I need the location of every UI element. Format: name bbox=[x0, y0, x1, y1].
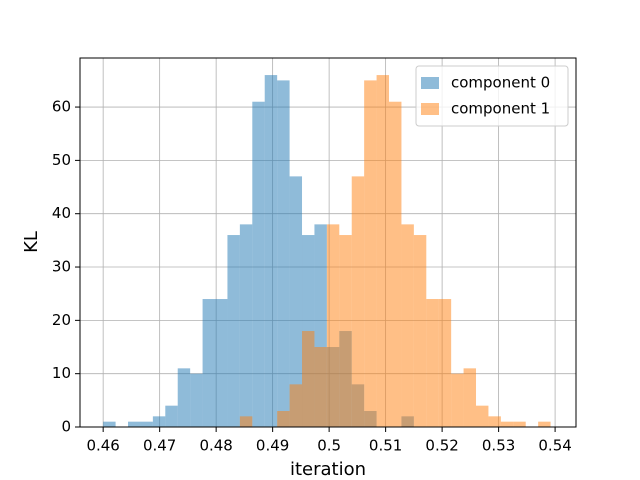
plot-frame bbox=[79, 57, 577, 428]
histogram-bar bbox=[463, 368, 477, 427]
y-axis-label: KL bbox=[21, 231, 42, 253]
histogram-bar bbox=[513, 421, 526, 427]
legend-swatch bbox=[421, 77, 439, 89]
axes: 0.46 0.47 0.48 0.49 0.5 0.51 0.52 0.53 0.54 0 10 20… bbox=[52, 98, 572, 455]
histogram-bar bbox=[140, 421, 153, 427]
bars bbox=[103, 75, 551, 428]
histogram-bar bbox=[215, 299, 228, 427]
y-tick-label: 30 bbox=[52, 258, 71, 276]
histogram-bar bbox=[264, 75, 278, 427]
histogram-bar bbox=[177, 368, 191, 427]
histogram-bar bbox=[339, 235, 352, 427]
histogram-bar bbox=[302, 331, 315, 427]
histogram-bar bbox=[426, 299, 439, 427]
histogram-bar bbox=[239, 224, 253, 427]
histogram-bar bbox=[314, 347, 327, 427]
x-tick-label: 0.5 bbox=[317, 437, 341, 455]
histogram-bar bbox=[165, 405, 178, 427]
histogram-bar bbox=[364, 80, 377, 428]
histogram-bar bbox=[202, 299, 216, 427]
x-tick-label: 0.51 bbox=[369, 437, 402, 455]
histogram-bar bbox=[376, 75, 390, 427]
histogram-bar bbox=[190, 373, 203, 427]
histogram-bar bbox=[476, 405, 489, 427]
legend-label: component 1 bbox=[451, 100, 550, 118]
y-tick-label: 0 bbox=[61, 418, 71, 436]
histogram-bar bbox=[351, 176, 365, 427]
y-tick-label: 20 bbox=[52, 311, 71, 329]
x-tick-label: 0.53 bbox=[482, 437, 515, 455]
histogram-bar bbox=[500, 421, 514, 427]
histogram-bar bbox=[289, 384, 303, 427]
histogram-bar bbox=[152, 416, 166, 427]
x-tick-label: 0.49 bbox=[256, 437, 289, 455]
y-tick-label: 50 bbox=[52, 151, 71, 169]
legend: component 0 component 1 bbox=[415, 65, 569, 127]
legend-label: component 0 bbox=[451, 74, 550, 92]
histogram-bar bbox=[538, 421, 551, 427]
histogram-bar bbox=[239, 416, 253, 427]
histogram-bar bbox=[438, 299, 452, 427]
legend-box bbox=[415, 65, 569, 127]
y-tick-label: 40 bbox=[52, 204, 71, 222]
y-tick-label: 60 bbox=[52, 98, 71, 116]
histogram-bar bbox=[389, 101, 402, 427]
x-tick-label: 0.46 bbox=[86, 437, 119, 455]
histogram-bar bbox=[128, 421, 141, 427]
histogram-bar bbox=[401, 224, 414, 427]
x-axis-label: iteration bbox=[290, 459, 366, 480]
legend-swatch bbox=[421, 103, 439, 115]
histogram-bar bbox=[413, 235, 427, 427]
histogram-bar bbox=[103, 421, 116, 427]
x-tick-label: 0.48 bbox=[199, 437, 232, 455]
y-tick-label: 10 bbox=[52, 364, 71, 382]
histogram-bar bbox=[277, 80, 290, 428]
histogram-bar bbox=[277, 411, 290, 427]
x-tick-label: 0.52 bbox=[425, 437, 458, 455]
x-tick-label: 0.54 bbox=[538, 437, 571, 455]
histogram-bar bbox=[488, 416, 501, 427]
x-tick-label: 0.47 bbox=[143, 437, 176, 455]
histogram-bar bbox=[227, 235, 240, 427]
histogram-bar bbox=[252, 101, 265, 427]
histogram-bar bbox=[326, 224, 340, 427]
histogram-bar bbox=[451, 373, 464, 427]
histogram-bar bbox=[289, 176, 303, 427]
